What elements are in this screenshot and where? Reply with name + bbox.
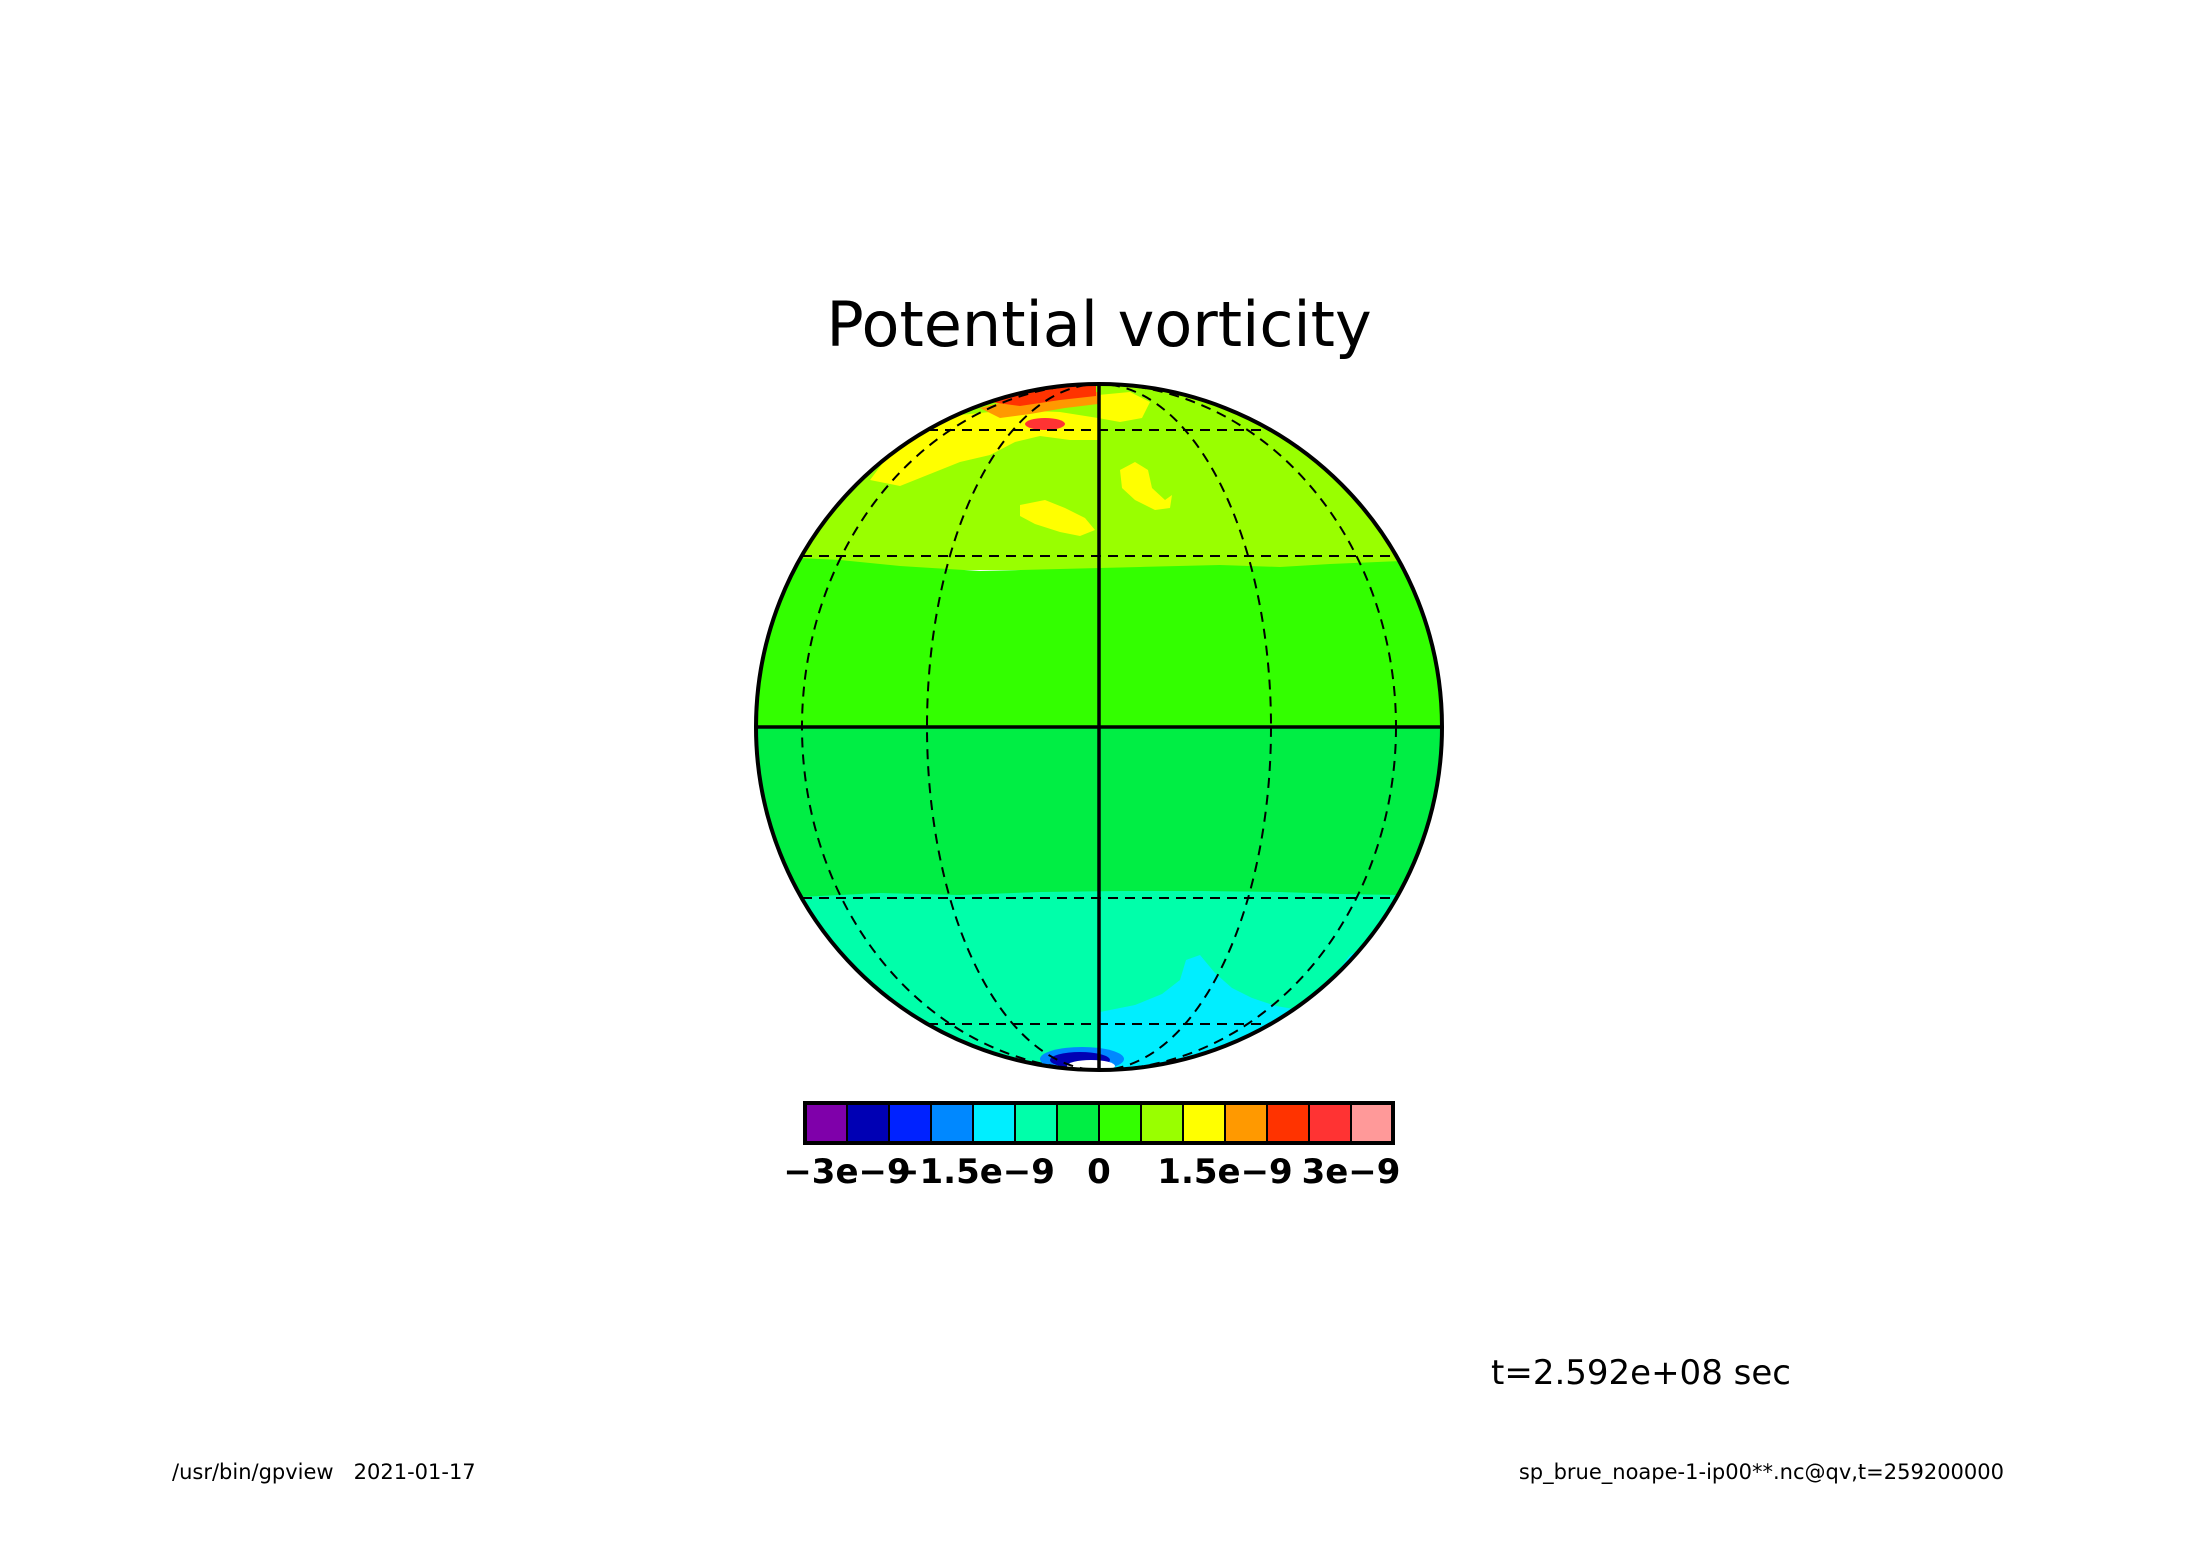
colorbar-labels: −3e−9−1.5e−9 0 1.5e−9 3e−9 (783, 1152, 1400, 1192)
globe-outline (754, 382, 1444, 1072)
chart-title: Potential vorticity (826, 288, 1371, 361)
colorbar-cell (1056, 1102, 1100, 1144)
colorbar-cell (930, 1102, 974, 1144)
pv-patch-red-2 (1025, 418, 1065, 430)
time-label: t=2.592e+08 sec (1491, 1353, 1791, 1393)
colorbar-cell (804, 1102, 848, 1144)
colorbar-cell (1350, 1102, 1394, 1144)
colorbar-tick-label: −3e−9 (783, 1152, 910, 1192)
pv-patch-positive-blob (1020, 500, 1095, 536)
colorbar-tick-label: 0 (1087, 1152, 1111, 1192)
colorbar-tick-label: 3e−9 (1302, 1152, 1401, 1192)
colorbar-cell (972, 1102, 1016, 1144)
colorbar-cell (1182, 1102, 1226, 1144)
colorbar-cell (1140, 1102, 1184, 1144)
colorbar-cell (1224, 1102, 1268, 1144)
footer-left: /usr/bin/gpview 2021-01-17 (172, 1460, 476, 1484)
colorbar: −3e−9−1.5e−9 0 1.5e−9 3e−9 (783, 1101, 1400, 1192)
colorbar-tick-label: 1.5e−9 (1157, 1152, 1292, 1192)
colorbar-tick-label: −1.5e−9 (891, 1152, 1055, 1192)
pv-patch-positive-curl (1120, 462, 1172, 510)
pv-patch-positive-north-2 (1098, 392, 1150, 422)
colorbar-cell (1266, 1102, 1310, 1144)
footer-right: sp_brue_noape-1-ip00**.nc@qv,t=259200000 (1519, 1460, 2004, 1485)
colorbar-cell (846, 1102, 890, 1144)
graticule-solid (756, 384, 1442, 1070)
colorbar-cell (888, 1102, 932, 1144)
colorbar-cell (1308, 1102, 1352, 1144)
pv-patch-red (990, 386, 1096, 406)
colorbar-cells (804, 1102, 1394, 1144)
colorbar-frame (803, 1101, 1395, 1145)
colorbar-cell (1014, 1102, 1058, 1144)
colorbar-cell (1098, 1102, 1142, 1144)
